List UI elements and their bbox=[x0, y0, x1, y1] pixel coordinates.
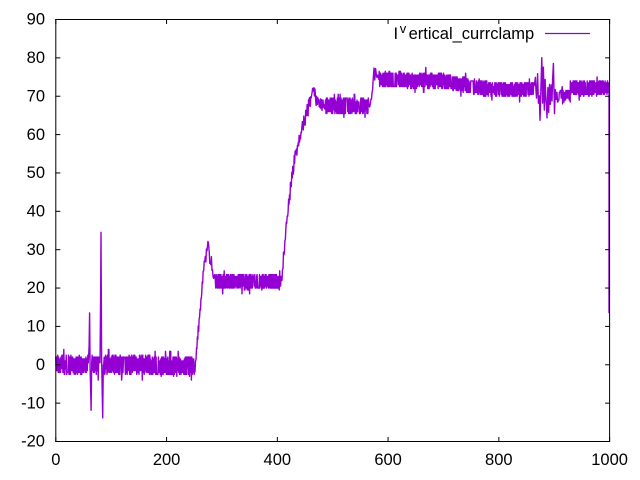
svg-text:10: 10 bbox=[27, 318, 45, 336]
svg-text:20: 20 bbox=[27, 279, 45, 297]
svg-text:800: 800 bbox=[485, 451, 513, 469]
svg-text:50: 50 bbox=[27, 164, 45, 182]
svg-text:0: 0 bbox=[51, 451, 60, 469]
svg-text:90: 90 bbox=[27, 11, 45, 29]
svg-text:1000: 1000 bbox=[591, 451, 628, 469]
svg-text:-20: -20 bbox=[21, 433, 45, 451]
svg-text:80: 80 bbox=[27, 49, 45, 67]
svg-text:-10: -10 bbox=[21, 394, 45, 412]
svg-text:30: 30 bbox=[27, 241, 45, 259]
svg-text:40: 40 bbox=[27, 203, 45, 221]
svg-text:200: 200 bbox=[153, 451, 181, 469]
svg-text:60: 60 bbox=[27, 126, 45, 144]
svg-text:70: 70 bbox=[27, 87, 45, 105]
svg-text:600: 600 bbox=[374, 451, 402, 469]
svg-text:400: 400 bbox=[264, 451, 292, 469]
svg-text:0: 0 bbox=[36, 356, 45, 374]
